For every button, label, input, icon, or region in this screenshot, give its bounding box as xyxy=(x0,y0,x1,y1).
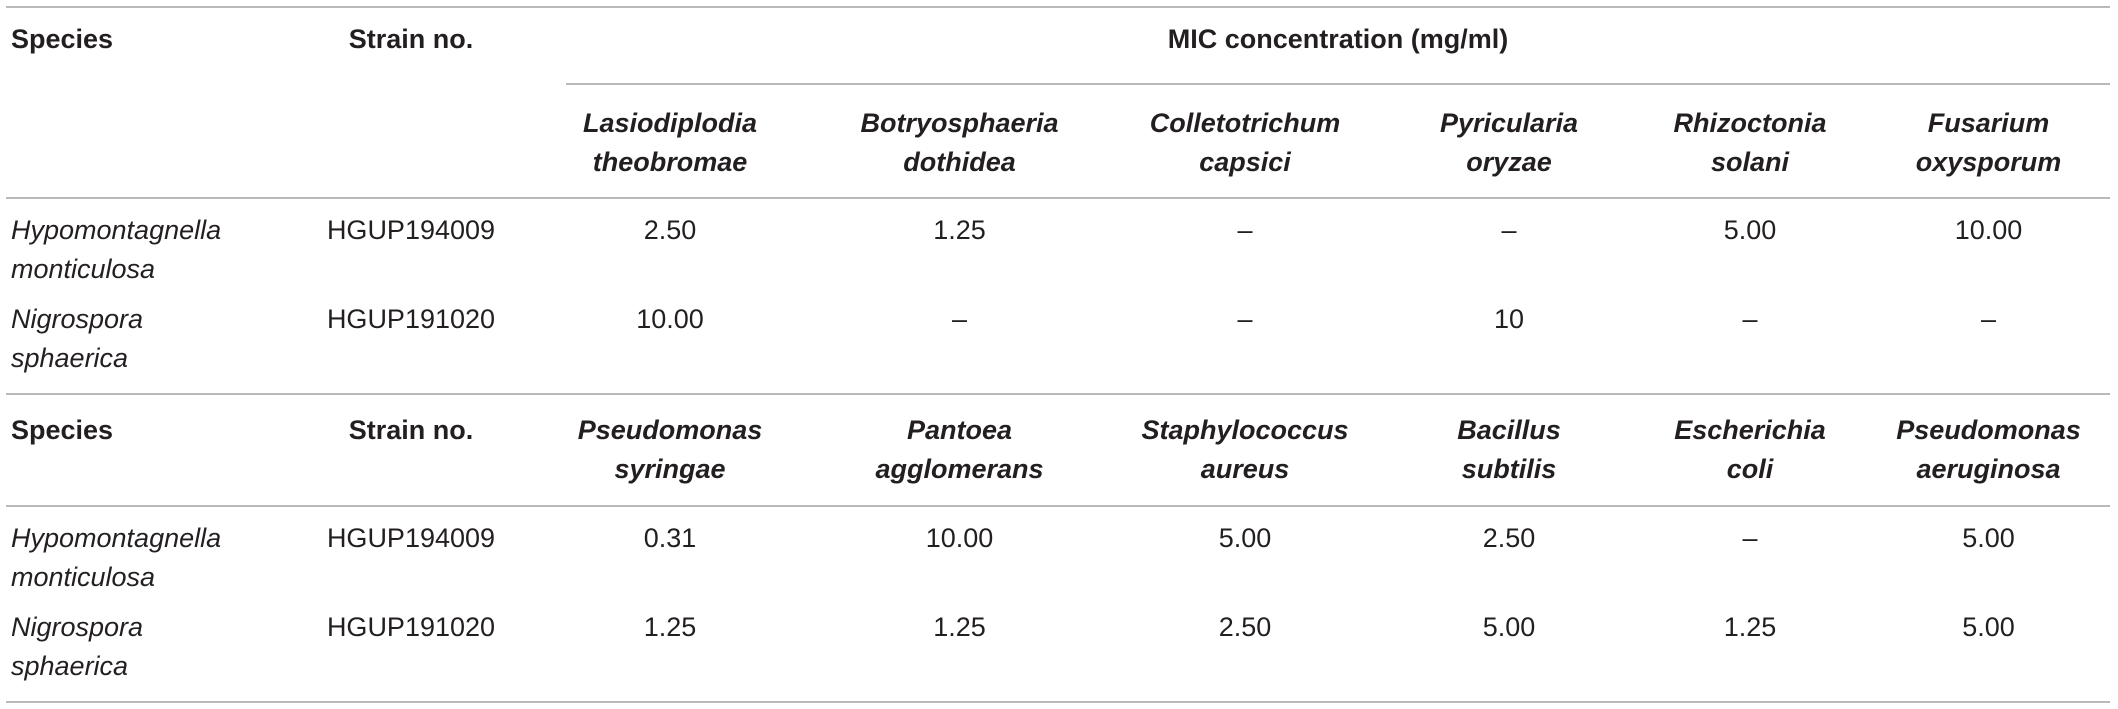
target-epithet: aeruginosa xyxy=(1916,454,2061,484)
mic-value: 5.00 xyxy=(1962,523,2015,553)
strain-cell: HGUP194009 xyxy=(326,523,496,553)
target-epithet: oryzae xyxy=(1466,147,1552,177)
species-genus: Hypomontagnella xyxy=(11,523,222,553)
species-header: Species xyxy=(6,394,256,507)
table-row: Nigrospora sphaerica HGUP191020 10.00 – –… xyxy=(6,294,2111,395)
species-header: Species xyxy=(6,7,256,199)
mic-value: 5.00 xyxy=(1723,215,1777,245)
target-epithet: dothidea xyxy=(903,147,1016,177)
mic-value: 10.00 xyxy=(1954,215,2023,245)
target-header: Escherichia coli xyxy=(1633,394,1867,507)
target-header: Pseudomonas syringae xyxy=(566,394,814,507)
species-genus: Hypomontagnella xyxy=(11,215,222,245)
target-genus: Lasiodiplodia xyxy=(582,108,757,138)
target-genus: Staphylococcus xyxy=(1141,415,1349,445)
target-genus: Colletotrichum xyxy=(1149,108,1341,138)
table-row: Nigrospora sphaerica HGUP191020 1.25 1.25… xyxy=(6,602,2111,703)
target-epithet: subtilis xyxy=(1461,454,1557,484)
mic-value: 2.50 xyxy=(1105,602,1385,703)
target-header: Bacillus subtilis xyxy=(1385,394,1633,507)
species-cell: Nigrospora sphaerica xyxy=(6,602,256,703)
target-header: Rhizoctonia solani xyxy=(1633,84,1867,199)
target-genus: Pantoea xyxy=(906,415,1013,445)
target-header: Lasiodiplodia theobromae xyxy=(566,84,814,199)
strain-header: Strain no. xyxy=(256,394,566,507)
target-header: Colletotrichum capsici xyxy=(1105,84,1385,199)
target-genus: Bacillus xyxy=(1457,415,1561,445)
target-header: Fusarium oxysporum xyxy=(1867,84,2111,199)
target-header: Pantoea agglomerans xyxy=(814,394,1105,507)
header-row-fungi: Lasiodiplodia theobromae Botryosphaeria do… xyxy=(6,84,2111,199)
mic-value: – xyxy=(814,294,1105,395)
mic-value: 1.25 xyxy=(566,602,814,703)
target-epithet: aureus xyxy=(1200,454,1290,484)
target-epithet: solani xyxy=(1710,147,1790,177)
mic-table: Species Strain no. MIC concentration (mg… xyxy=(6,6,2111,703)
strain-cell: HGUP191020 xyxy=(256,602,566,703)
mic-value: 2.50 xyxy=(1482,523,1536,553)
strain-cell: HGUP191020 xyxy=(256,294,566,395)
target-epithet: theobromae xyxy=(592,147,748,177)
mic-value: 10.00 xyxy=(566,294,814,395)
mic-value: – xyxy=(1501,215,1517,245)
strain-cell: HGUP194009 xyxy=(326,215,496,245)
target-epithet: syringae xyxy=(614,454,726,484)
species-epithet: sphaerica xyxy=(11,343,129,373)
mic-value: 5.00 xyxy=(1385,602,1633,703)
target-genus: Pseudomonas xyxy=(1896,415,2081,445)
header-row-bacteria: Species Strain no. Pseudomonas syringae P… xyxy=(6,394,2111,507)
species-genus: Nigrospora xyxy=(11,612,144,642)
mic-value: 1.25 xyxy=(933,215,986,245)
target-genus: Pseudomonas xyxy=(577,415,763,445)
mic-value: 1.25 xyxy=(814,602,1105,703)
species-epithet: monticulosa xyxy=(11,254,156,284)
target-genus: Pyricularia xyxy=(1439,108,1579,138)
target-epithet: coli xyxy=(1726,454,1774,484)
mic-value: 5.00 xyxy=(1867,602,2111,703)
mic-value: 0.31 xyxy=(643,523,697,553)
mic-value: – xyxy=(1237,215,1253,245)
mic-value: – xyxy=(1742,523,1758,553)
target-genus: Botryosphaeria xyxy=(860,108,1059,138)
target-header: Staphylococcus aureus xyxy=(1105,394,1385,507)
target-genus: Fusarium xyxy=(1927,108,2050,138)
species-cell: Hypomontagnella monticulosa xyxy=(6,506,256,602)
species-genus: Nigrospora xyxy=(11,304,144,334)
target-epithet: oxysporum xyxy=(1915,147,2062,177)
mic-value: – xyxy=(1867,294,2111,395)
species-epithet: monticulosa xyxy=(11,562,156,592)
target-epithet: capsici xyxy=(1199,147,1291,177)
mic-value: 10 xyxy=(1385,294,1633,395)
target-genus: Rhizoctonia xyxy=(1673,108,1827,138)
table-row: Hypomontagnella monticulosa HGUP194009 0.… xyxy=(6,506,2110,602)
target-header: Botryosphaeria dothidea xyxy=(814,84,1105,199)
species-epithet: sphaerica xyxy=(11,651,129,681)
header-row-top: Species Strain no. MIC concentration (mg… xyxy=(6,7,2111,199)
mic-value: 2.50 xyxy=(643,215,697,245)
mic-value: 5.00 xyxy=(1218,523,1272,553)
species-cell: Nigrospora sphaerica xyxy=(6,294,256,395)
target-epithet: agglomerans xyxy=(875,454,1044,484)
target-genus: Escherichia xyxy=(1674,415,1826,445)
mic-value: – xyxy=(1105,294,1385,395)
strain-header: Strain no. xyxy=(256,7,566,199)
table-row: Hypomontagnella monticulosa HGUP194009 2.… xyxy=(6,198,2110,294)
target-header: Pyricularia oryzae xyxy=(1385,84,1633,199)
mic-value: 1.25 xyxy=(1633,602,1867,703)
species-cell: Hypomontagnella monticulosa xyxy=(6,198,256,294)
mic-value: 10.00 xyxy=(925,523,994,553)
mic-concentration-header: MIC concentration (mg/ml) xyxy=(566,7,2111,85)
target-header: Pseudomonas aeruginosa xyxy=(1867,394,2111,507)
mic-value: – xyxy=(1633,294,1867,395)
